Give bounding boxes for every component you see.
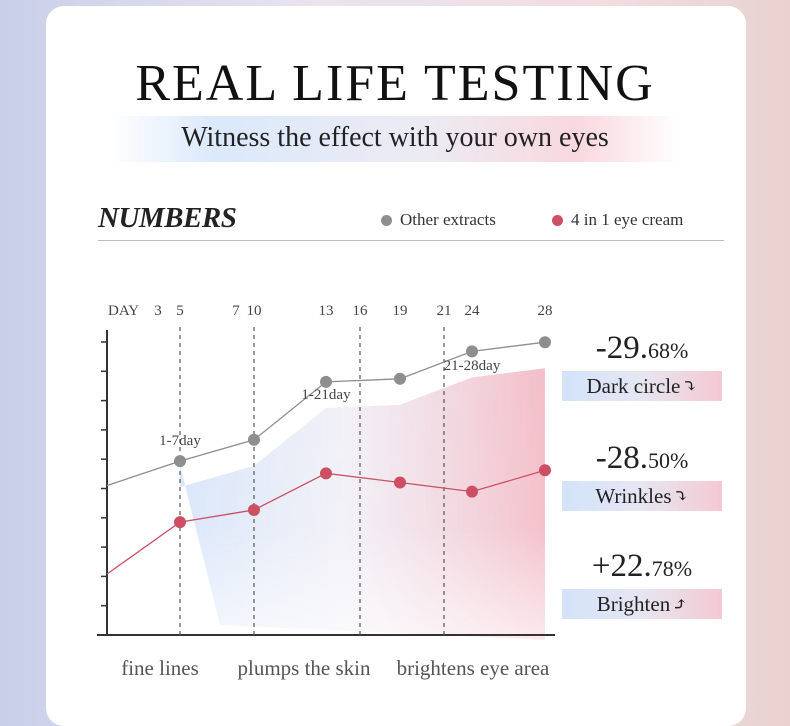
stage-label: plumps the skin bbox=[237, 656, 371, 680]
legend-item-other: Other extracts bbox=[381, 210, 496, 230]
legend-label-cream: 4 in 1 eye cream bbox=[571, 210, 684, 229]
result-brighten: +22.78% Brighten ⤴ bbox=[562, 548, 722, 619]
section-heading: NUMBERS bbox=[98, 202, 237, 234]
stage-label: brightens eye area bbox=[397, 656, 550, 680]
legend-dot-other bbox=[381, 214, 392, 226]
data-point bbox=[466, 485, 478, 498]
result-value: -29.68% bbox=[595, 330, 689, 366]
data-point bbox=[466, 345, 478, 358]
data-point bbox=[320, 375, 332, 388]
subtitle-band bbox=[110, 116, 680, 162]
stage-label: fine lines bbox=[121, 656, 199, 680]
data-point bbox=[174, 516, 186, 529]
x-tick-label: 3 bbox=[154, 303, 162, 319]
legend-label-other: Other extracts bbox=[400, 210, 496, 229]
result-value: +22.78% bbox=[591, 548, 693, 584]
x-axis-prefix: DAY bbox=[108, 303, 139, 319]
data-point bbox=[394, 372, 406, 385]
result-wrinkles: -28.50% Wrinkles ⤵ bbox=[562, 440, 722, 511]
result-label-band: Brighten ⤴ bbox=[562, 589, 722, 619]
x-tick-label: 5 bbox=[176, 303, 184, 319]
arrow-up-icon: ⤴ bbox=[672, 593, 688, 614]
legend-item-cream: 4 in 1 eye cream bbox=[552, 210, 683, 230]
data-point bbox=[539, 464, 551, 477]
x-tick-label: 16 bbox=[353, 303, 369, 319]
data-point bbox=[394, 476, 406, 489]
x-tick-label: 19 bbox=[393, 303, 408, 319]
page-title: REAL LIFE TESTING bbox=[135, 55, 655, 112]
arrow-down-icon: ⤵ bbox=[682, 375, 698, 396]
header-divider bbox=[98, 240, 724, 241]
legend-dot-cream bbox=[552, 214, 563, 226]
result-value: -28.50% bbox=[595, 440, 689, 476]
x-tick-label: 13 bbox=[319, 303, 334, 319]
x-tick-label: 10 bbox=[247, 303, 262, 319]
line-chart: DAY 3 5 7 10 13 16 19 21 24 28 1-7day 1-21day 21-28d… bbox=[97, 303, 555, 680]
result-label-band: Dark circle ⤵ bbox=[562, 371, 722, 401]
x-tick-label: 28 bbox=[538, 303, 553, 319]
result-label-band: Wrinkles ⤵ bbox=[562, 481, 722, 511]
page-subtitle: Witness the effect with your own eyes bbox=[181, 122, 609, 153]
x-tick-label: 24 bbox=[465, 303, 481, 319]
data-point bbox=[248, 433, 260, 446]
phase-label: 1-21day bbox=[301, 387, 351, 403]
x-tick-label: 21 bbox=[437, 303, 452, 319]
phase-label: 1-7day bbox=[159, 433, 201, 449]
data-point bbox=[174, 455, 186, 468]
data-point bbox=[248, 503, 260, 516]
x-tick-label: 7 bbox=[232, 303, 240, 319]
arrow-down-icon: ⤵ bbox=[673, 485, 689, 506]
phase-label: 21-28day bbox=[444, 358, 501, 374]
effect-area bbox=[180, 368, 545, 640]
result-dark-circle: -29.68% Dark circle ⤵ bbox=[562, 330, 722, 401]
data-point bbox=[539, 336, 551, 349]
data-point bbox=[320, 467, 332, 480]
